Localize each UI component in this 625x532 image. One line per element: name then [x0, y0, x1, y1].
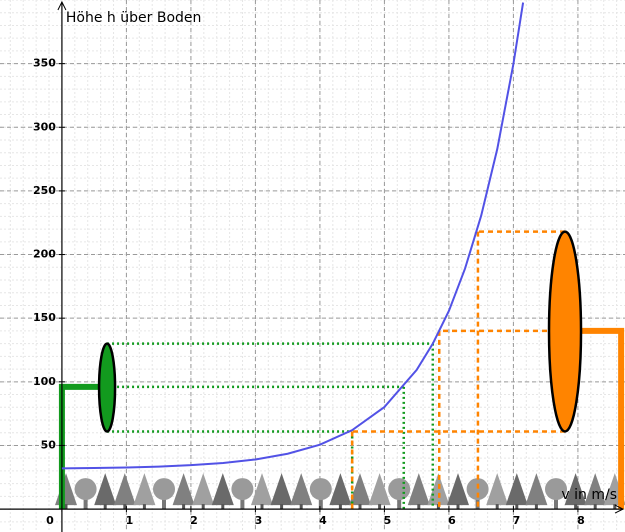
balloon — [549, 232, 581, 432]
tree-trunk — [162, 499, 166, 509]
tree-trunk — [535, 504, 538, 509]
x-tick-label: 6 — [448, 514, 456, 527]
tree-trunk — [339, 504, 342, 509]
tree-trunk — [359, 504, 362, 509]
tree-trunk — [397, 499, 401, 509]
tree-trunk — [104, 504, 107, 509]
tree-crown — [388, 478, 410, 500]
tree-trunk — [457, 504, 460, 509]
tree-trunk — [182, 504, 185, 509]
tree — [525, 473, 547, 505]
tree — [408, 473, 430, 505]
grid — [0, 0, 625, 532]
y-tick-label: 50 — [41, 438, 57, 451]
tree-trunk — [240, 499, 244, 509]
tree-trunk — [65, 504, 68, 509]
y-tick-label: 200 — [33, 248, 56, 261]
x-axis-label: v in m/s — [561, 487, 617, 503]
y-tick-label: 350 — [33, 57, 56, 70]
x-tick-label: 2 — [190, 514, 198, 527]
tree-trunk — [202, 504, 205, 509]
y-tick-label: 150 — [33, 311, 56, 324]
x-tick-label: 5 — [384, 514, 392, 527]
tree-trunk — [300, 504, 303, 509]
tree-crown — [153, 478, 175, 500]
tree — [55, 473, 77, 505]
tree-trunk — [143, 504, 146, 509]
tree-trunk — [594, 504, 597, 509]
x-tick-label: 1 — [126, 514, 134, 527]
tree-crown — [231, 478, 253, 500]
tree — [506, 473, 528, 505]
tree-trunk — [613, 504, 616, 509]
tree-trunk — [84, 499, 88, 509]
tree-trunk — [574, 504, 577, 509]
tree — [212, 473, 234, 505]
tree-trunk — [378, 504, 381, 509]
tree-crown — [75, 478, 97, 500]
tree — [290, 473, 312, 505]
y-axis-label: Höhe h über Boden — [66, 10, 201, 26]
x-tick-label: 8 — [577, 514, 585, 527]
balloon — [99, 344, 115, 432]
tree-trunk — [221, 504, 224, 509]
curve — [62, 3, 523, 469]
y-tick-label: 300 — [33, 120, 56, 133]
tree — [447, 473, 469, 505]
tree-trunk — [319, 499, 323, 509]
tree — [94, 473, 116, 505]
tree-trunk — [123, 504, 126, 509]
tree-trunk — [280, 504, 283, 509]
tree — [271, 473, 293, 505]
chart: 0 1 2 3 4 5 6 7 8 50 100 150 200 250 300 350 Höhe h über… — [0, 0, 625, 532]
y-tick-label: 100 — [33, 375, 56, 388]
x-tick-label: 0 — [46, 514, 54, 527]
tree-trunk — [554, 499, 558, 509]
tree-trunk — [417, 504, 420, 509]
tree — [192, 473, 214, 505]
y-tick-label: 250 — [33, 184, 56, 197]
tree-trunk — [515, 504, 518, 509]
tree-trunk — [496, 504, 499, 509]
tree — [114, 473, 136, 505]
tree — [251, 473, 273, 505]
tree-crown — [310, 478, 332, 500]
x-tick-label: 3 — [255, 514, 263, 527]
tree — [486, 473, 508, 505]
x-tick-label: 4 — [319, 514, 327, 527]
trees — [55, 473, 625, 509]
tree-trunk — [261, 504, 264, 509]
x-tick-label: 7 — [513, 514, 521, 527]
